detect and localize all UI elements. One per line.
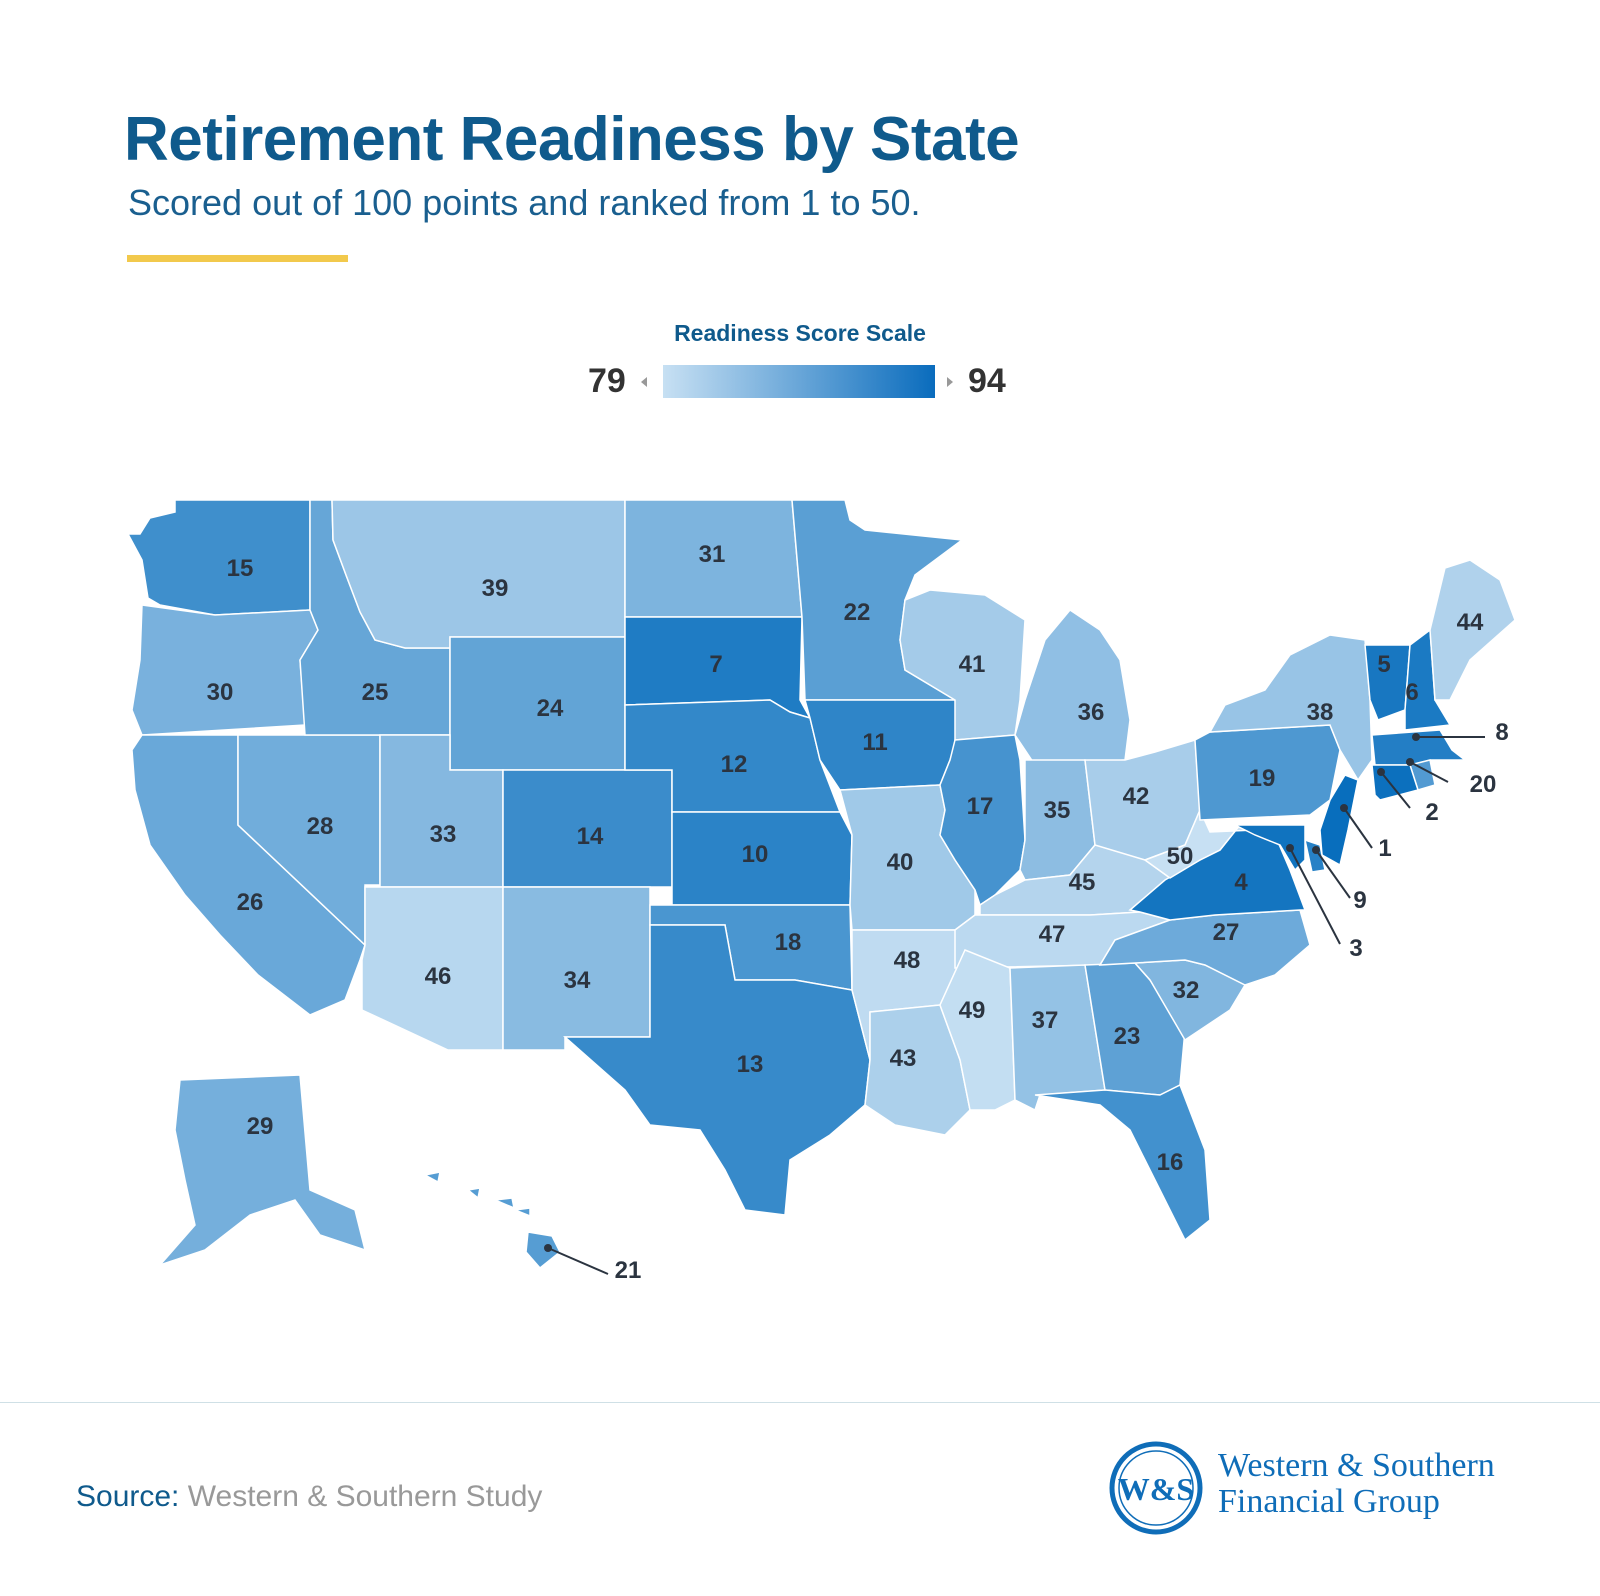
rank-label-ak: 29 bbox=[247, 1113, 274, 1140]
rank-label-vt: 5 bbox=[1377, 651, 1390, 678]
rank-label-ky: 45 bbox=[1069, 869, 1096, 896]
source-note: Source: Western & Southern Study bbox=[76, 1480, 542, 1514]
rank-label-ok: 18 bbox=[775, 929, 802, 956]
rank-label-ga: 23 bbox=[1114, 1023, 1141, 1050]
state-shape-nj bbox=[1319, 774, 1359, 867]
rank-label-co: 14 bbox=[577, 823, 604, 850]
leader-line-nj bbox=[1343, 807, 1373, 849]
rank-label-nj: 1 bbox=[1378, 835, 1391, 862]
state-shape-nc bbox=[1098, 909, 1311, 986]
leader-line-de bbox=[1315, 849, 1351, 899]
state-shape-ms bbox=[939, 949, 1016, 1111]
logo-line-2: Financial Group bbox=[1218, 1483, 1440, 1520]
rank-label-il: 17 bbox=[967, 793, 994, 820]
legend-max-value: 94 bbox=[968, 362, 1006, 400]
rank-label-sd: 7 bbox=[709, 651, 722, 678]
accent-rule bbox=[127, 255, 348, 262]
rank-label-in: 35 bbox=[1044, 797, 1071, 824]
leader-line-ri bbox=[1409, 761, 1449, 783]
rank-label-mn: 22 bbox=[844, 599, 871, 626]
rank-label-nd: 31 bbox=[699, 541, 726, 568]
state-shape-mi bbox=[1014, 609, 1131, 766]
state-shape-wi bbox=[899, 589, 1026, 741]
footer-divider bbox=[0, 1402, 1600, 1403]
arrow-left-icon bbox=[641, 377, 647, 387]
rank-label-ny: 38 bbox=[1307, 699, 1334, 726]
state-shape-or bbox=[131, 604, 319, 736]
logo-wordmark: Western & Southern Financial Group bbox=[1218, 1448, 1495, 1520]
rank-label-wy: 24 bbox=[537, 695, 564, 722]
rank-label-la: 43 bbox=[890, 1045, 917, 1072]
state-shape-me bbox=[1429, 559, 1516, 701]
rank-label-al: 37 bbox=[1032, 1007, 1059, 1034]
rank-label-ne: 12 bbox=[721, 751, 748, 778]
state-shape-mt bbox=[331, 499, 626, 649]
state-shape-fl bbox=[1034, 1083, 1211, 1242]
rank-label-ma: 8 bbox=[1495, 719, 1508, 746]
logo-mark-icon: W&S bbox=[1109, 1441, 1203, 1535]
rank-label-ar: 48 bbox=[894, 947, 921, 974]
rank-label-ct: 2 bbox=[1425, 799, 1438, 826]
rank-label-ia: 11 bbox=[862, 729, 887, 756]
rank-label-wv: 50 bbox=[1167, 843, 1194, 870]
rank-label-wa: 15 bbox=[227, 555, 254, 582]
rank-label-mi: 36 bbox=[1078, 699, 1105, 726]
page-title: Retirement Readiness by State bbox=[124, 105, 1020, 174]
rank-label-fl: 16 bbox=[1157, 1149, 1184, 1176]
rank-label-pa: 19 bbox=[1249, 765, 1276, 792]
rank-label-nm: 34 bbox=[564, 967, 591, 994]
page-subtitle: Scored out of 100 points and ranked from… bbox=[128, 182, 921, 223]
rank-label-tn: 47 bbox=[1039, 921, 1066, 948]
rank-label-id: 25 bbox=[362, 679, 389, 706]
rank-label-ut: 33 bbox=[430, 821, 457, 848]
rank-label-mt: 39 bbox=[482, 575, 509, 602]
rank-label-sc: 32 bbox=[1173, 977, 1200, 1004]
rank-label-oh: 42 bbox=[1123, 783, 1150, 810]
rank-label-wi: 41 bbox=[959, 651, 986, 678]
state-shape-il bbox=[939, 734, 1026, 907]
rank-label-md: 3 bbox=[1349, 935, 1362, 962]
state-shape-ne bbox=[624, 699, 842, 813]
company-logo: W&S Western & Southern Financial Group bbox=[1108, 1440, 1528, 1550]
rank-label-tx: 13 bbox=[737, 1051, 764, 1078]
rank-label-mo: 40 bbox=[887, 849, 914, 876]
state-shape-hi bbox=[422, 1171, 561, 1270]
legend-min-value: 79 bbox=[588, 362, 626, 400]
rank-label-me: 44 bbox=[1457, 609, 1484, 636]
rank-label-ca: 26 bbox=[237, 889, 264, 916]
state-shape-vt bbox=[1364, 644, 1411, 721]
state-shape-ak bbox=[157, 1074, 367, 1267]
rank-label-hi: 21 bbox=[615, 1257, 642, 1284]
state-shape-md bbox=[1234, 824, 1306, 872]
rank-label-az: 46 bbox=[425, 963, 452, 990]
state-shape-tx bbox=[563, 924, 871, 1216]
leader-line-md bbox=[1289, 847, 1341, 945]
leader-line-ct bbox=[1380, 771, 1411, 809]
rank-label-nv: 28 bbox=[307, 813, 334, 840]
logo-line-1: Western & Southern bbox=[1218, 1447, 1495, 1484]
rank-label-va: 4 bbox=[1234, 869, 1248, 896]
source-label: Source: bbox=[76, 1480, 180, 1513]
rank-label-nc: 27 bbox=[1213, 919, 1240, 946]
arrow-right-icon bbox=[947, 377, 953, 387]
rank-label-ri: 20 bbox=[1470, 771, 1497, 798]
legend-gradient-bar bbox=[663, 365, 935, 398]
source-text: Western & Southern Study bbox=[187, 1480, 543, 1513]
svg-text:W&S: W&S bbox=[1118, 1471, 1194, 1507]
state-shape-wa bbox=[126, 499, 311, 616]
us-map: 1530262825392433461434317121018132211404… bbox=[126, 499, 1516, 1284]
rank-label-ms: 49 bbox=[959, 997, 986, 1024]
leader-line-hi bbox=[547, 1247, 609, 1275]
rank-label-nh: 6 bbox=[1405, 679, 1418, 706]
rank-label-or: 30 bbox=[207, 679, 234, 706]
legend-title: Readiness Score Scale bbox=[674, 320, 926, 346]
rank-label-de: 9 bbox=[1353, 887, 1366, 914]
state-shape-de bbox=[1303, 838, 1326, 873]
rank-label-ks: 10 bbox=[742, 841, 769, 868]
